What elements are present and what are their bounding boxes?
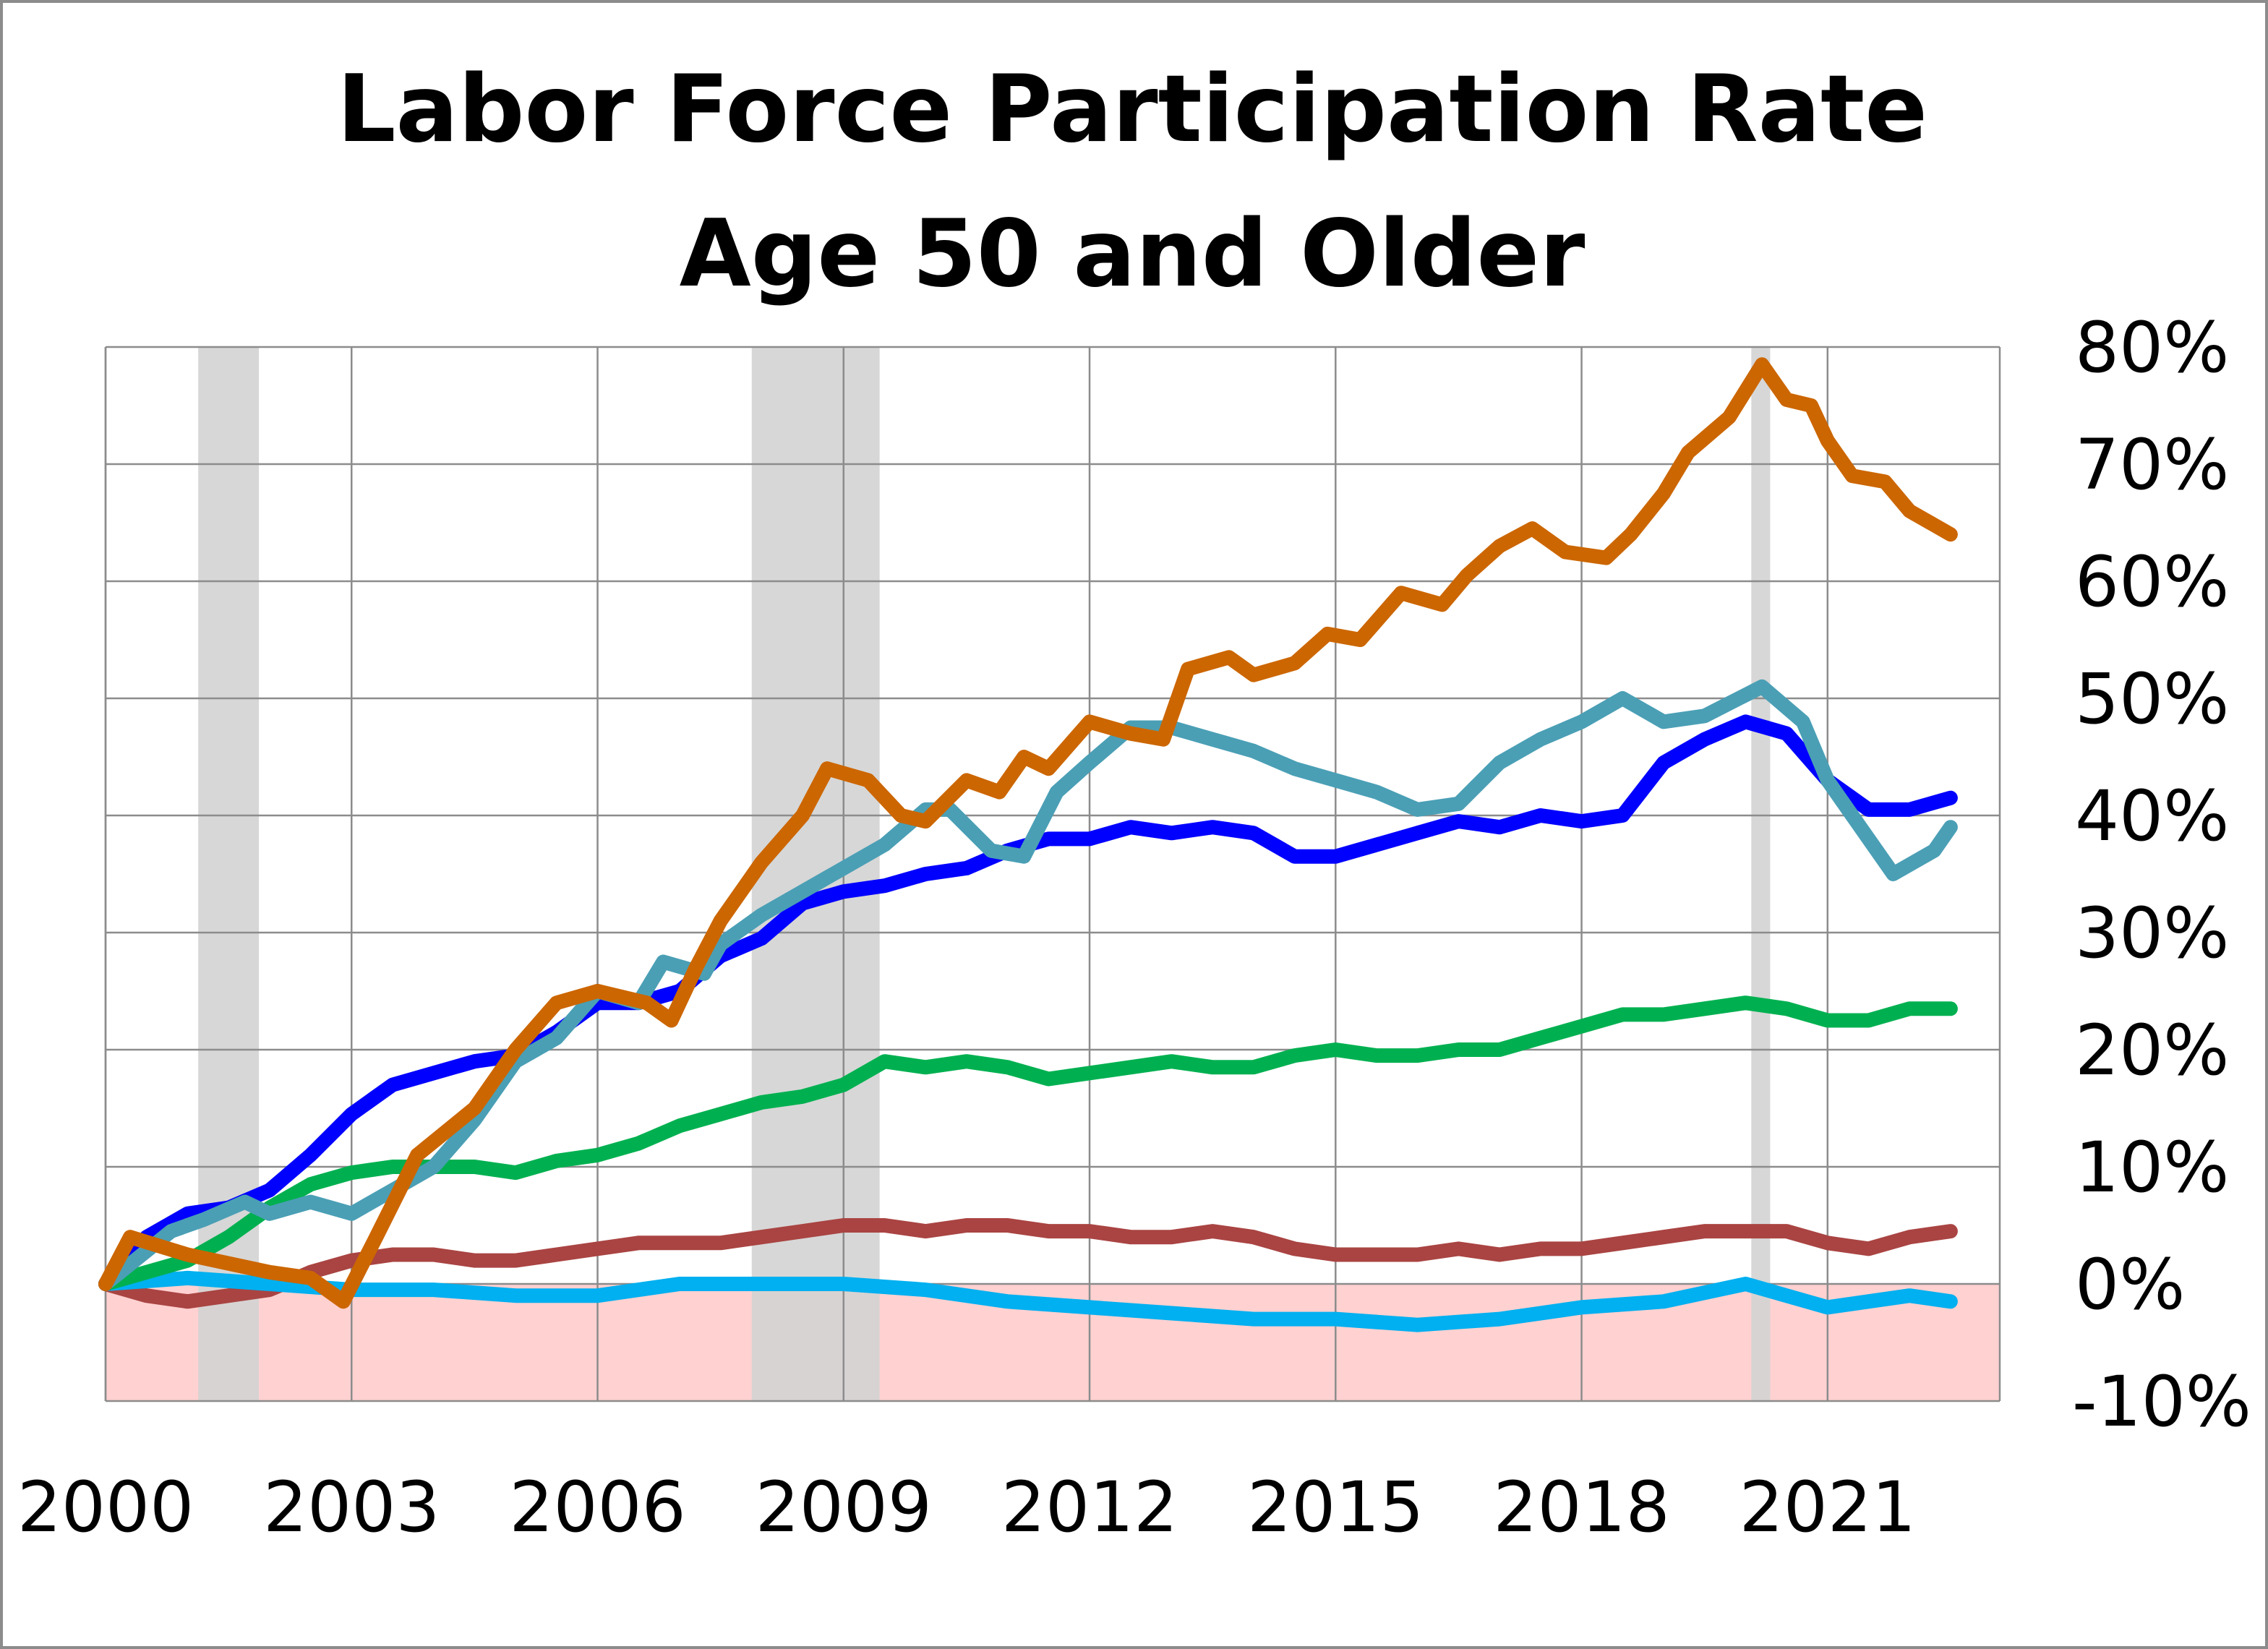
x-tick-label: 2006 <box>509 1467 685 1548</box>
y-tick-label: 10% <box>2075 1127 2229 1208</box>
x-tick-label: 2021 <box>1739 1467 1916 1548</box>
y-tick-label: 20% <box>2075 1010 2229 1091</box>
x-tick-label: 2000 <box>17 1467 194 1548</box>
y-tick-label: 0% <box>2075 1244 2185 1325</box>
y-tick-label: -10% <box>2072 1361 2251 1442</box>
series-line-5 <box>98 679 1958 1291</box>
chart-title-line-1: Labor Force Participation Rate <box>337 56 1927 163</box>
x-tick-label: 2009 <box>756 1467 932 1548</box>
y-tick-label: 40% <box>2075 776 2229 857</box>
series-line-3 <box>98 995 1958 1291</box>
y-tick-label: 80% <box>2075 307 2229 388</box>
series-line-6 <box>98 357 1958 1309</box>
y-tick-label: 50% <box>2075 659 2229 740</box>
chart-title-line-2: Age 50 and Older <box>680 200 1586 308</box>
series-line-1 <box>98 1218 1958 1309</box>
y-tick-label: 70% <box>2075 424 2229 505</box>
y-tick-label: 60% <box>2075 541 2229 622</box>
series-line-2 <box>98 1270 1958 1332</box>
x-tick-label: 2003 <box>263 1467 440 1548</box>
x-tick-label: 2015 <box>1247 1467 1424 1548</box>
y-tick-label: 30% <box>2075 893 2229 974</box>
recession-band <box>1751 347 1771 1401</box>
x-tick-label: 2012 <box>1001 1467 1178 1548</box>
x-tick-label: 2018 <box>1493 1467 1669 1548</box>
